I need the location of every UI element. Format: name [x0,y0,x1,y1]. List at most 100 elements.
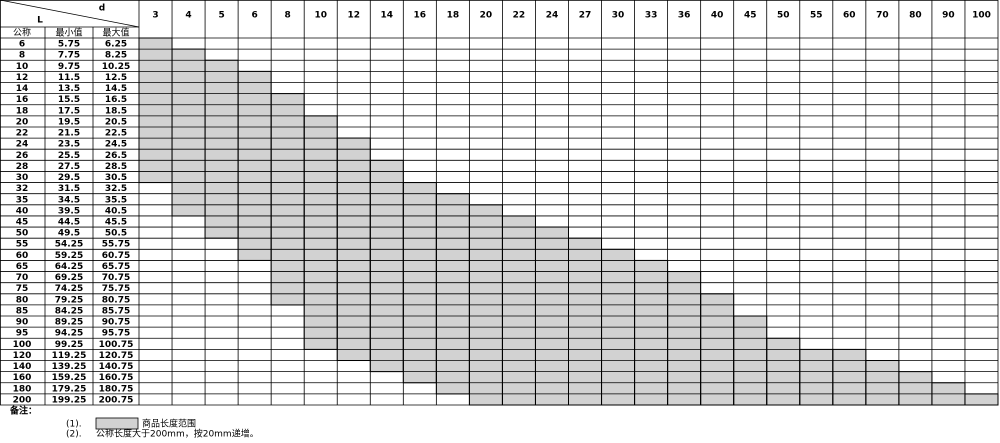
cell: 50 [16,229,29,239]
cell: 10 [16,62,29,72]
cell: 99.25 [55,340,83,350]
cell: 6.25 [105,40,127,50]
cell: 40 [16,206,29,216]
cell: 8.25 [105,51,127,61]
cell: 64.25 [55,262,83,272]
cell: 45.5 [105,218,127,228]
cell: 10.25 [102,62,130,72]
cell: 28.5 [105,162,127,172]
cell: 59.25 [55,251,83,261]
cell: 45 [16,218,29,228]
shaded-range [370,160,404,372]
cell: 24 [16,140,29,150]
cell: 199.25 [52,395,87,405]
shaded-range [799,349,833,405]
cell: 32.5 [105,184,127,194]
d-header: 55 [810,11,823,21]
legend-swatch [95,417,139,430]
shaded-range [964,393,998,405]
cell: 65 [16,262,29,272]
cell: 79.25 [55,295,83,305]
note-num: (1). [66,420,82,430]
cell: 180.75 [99,384,134,394]
d-header: 3 [152,11,158,21]
note-text: 公称长度大于200mm，按20mm递增。 [96,428,259,440]
d-header: 24 [546,11,559,21]
cell: 18.5 [105,106,127,116]
cell: 80.75 [102,295,130,305]
cell: 18 [16,106,29,116]
col-header: 最小值 [55,27,82,39]
cell: 160.75 [99,373,134,383]
d-header: 36 [678,11,691,21]
d-header: 8 [285,11,291,21]
cell: 35 [16,195,29,205]
cell: 6 [19,40,25,50]
cell: 69.25 [55,273,83,283]
cell: 60 [16,251,29,261]
cell: 30 [16,173,29,183]
d-header: 40 [711,11,724,21]
cell: 49.5 [58,229,80,239]
cell: 39.5 [58,206,80,216]
note-text: 商品长度范围 [142,418,196,430]
d-header: 100 [972,11,991,21]
cell: 32 [16,184,29,194]
cell: 11.5 [58,73,80,83]
cell: 34.5 [58,195,80,205]
d-header: 90 [942,11,955,21]
cell: 27.5 [58,162,80,172]
d-header: 45 [744,11,757,21]
d-header: 18 [447,11,460,21]
cell: 200.75 [99,395,134,405]
cell: 22 [16,129,29,139]
cell: 95.75 [102,329,130,339]
col-header: 最大值 [102,27,129,39]
cell: 55 [16,240,29,250]
cell: 100.75 [99,340,134,350]
cell: 50.5 [105,229,127,239]
cell: 14 [16,84,29,94]
cell: 75 [16,284,29,294]
shaded-range [238,71,272,261]
cell: 22.5 [105,129,127,139]
d-header: 16 [414,11,427,21]
d-header: 50 [777,11,790,21]
d-header: 80 [909,11,922,21]
cell: 120 [13,351,32,361]
l-label: L [37,16,43,26]
cell: 160 [13,373,32,383]
cell: 159.25 [52,373,87,383]
cell: 54.25 [55,240,83,250]
cell: 21.5 [58,129,80,139]
cell: 35.5 [105,195,127,205]
cell: 16.5 [105,95,127,105]
d-header: 70 [876,11,889,21]
cell: 24.5 [105,140,127,150]
grid-line [0,0,140,28]
notes-title: 备注： [9,405,37,417]
cell: 5.75 [58,40,80,50]
d-header: 10 [314,11,327,21]
d-header: 4 [185,11,191,21]
cell: 89.25 [55,318,83,328]
cell: 13.5 [58,84,80,94]
cell: 8 [19,51,25,61]
cell: 26.5 [105,151,127,161]
cell: 85 [16,306,29,316]
cell: 7.75 [58,51,80,61]
cell: 65.75 [102,262,130,272]
shaded-range [898,371,932,405]
col-header: 公称 [13,27,31,39]
shaded-range [172,49,206,216]
shaded-range [832,349,866,405]
cell: 100 [13,340,32,350]
cell: 20.5 [105,117,127,127]
cell: 84.25 [55,306,83,316]
d-header: 33 [645,11,658,21]
cell: 179.25 [52,384,87,394]
cell: 200 [13,395,32,405]
cell: 25.5 [58,151,80,161]
cell: 119.25 [52,351,87,361]
